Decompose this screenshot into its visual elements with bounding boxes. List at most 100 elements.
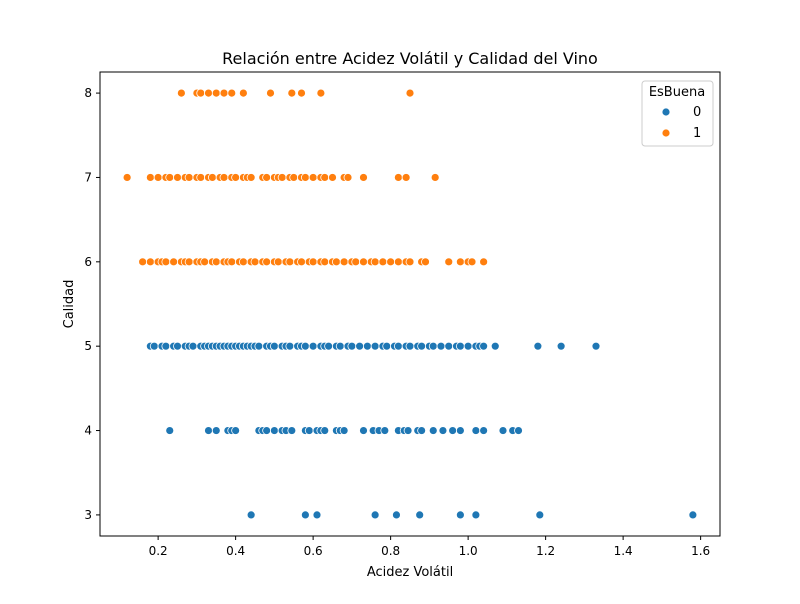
data-point	[300, 510, 310, 520]
data-point	[165, 173, 175, 182]
data-point	[339, 426, 349, 435]
data-point	[246, 173, 256, 182]
data-point	[490, 341, 500, 351]
data-point	[196, 88, 206, 98]
data-point	[455, 510, 465, 520]
data-point	[246, 510, 256, 520]
data-point	[231, 426, 241, 435]
data-point	[335, 341, 345, 351]
data-point	[188, 341, 198, 351]
plot-frame	[99, 71, 721, 537]
data-point	[287, 88, 297, 98]
data-point	[289, 173, 299, 182]
data-point	[153, 173, 163, 182]
data-point	[370, 257, 380, 267]
x-tick-label: 1.0	[459, 544, 478, 558]
data-point	[535, 510, 545, 520]
data-point	[591, 341, 601, 351]
data-point	[405, 341, 415, 351]
data-point	[169, 257, 179, 267]
data-point	[417, 426, 427, 435]
data-point	[297, 88, 306, 98]
data-point	[204, 426, 213, 435]
y-tick-label: 7	[84, 170, 92, 184]
data-point	[277, 173, 287, 182]
x-axis-label: Acidez Volátil	[367, 565, 453, 580]
data-point	[219, 173, 229, 182]
series-1	[122, 88, 489, 267]
data-point	[304, 426, 314, 435]
series-0	[145, 341, 698, 520]
x-tick-label: 0.8	[381, 544, 400, 558]
data-point	[362, 341, 372, 351]
legend-title: EsBuena	[649, 85, 705, 100]
data-point	[430, 173, 440, 182]
data-point	[415, 510, 425, 520]
data-point	[184, 257, 194, 267]
data-point	[219, 88, 229, 98]
data-point	[401, 173, 411, 182]
y-tick-label: 6	[84, 255, 92, 269]
data-point	[405, 257, 415, 267]
data-point	[498, 426, 508, 435]
data-point	[471, 426, 481, 435]
data-point	[145, 257, 155, 267]
data-point	[533, 341, 543, 351]
data-point	[227, 88, 237, 98]
data-point	[173, 341, 182, 351]
data-point	[300, 341, 310, 351]
y-tick-label: 5	[84, 339, 92, 353]
data-point	[227, 257, 237, 267]
data-point	[308, 257, 318, 267]
data-point	[184, 173, 194, 182]
data-point	[320, 173, 330, 182]
data-point	[231, 173, 241, 182]
data-point	[308, 173, 318, 182]
data-point	[455, 341, 465, 351]
data-point	[370, 510, 380, 520]
data-point	[262, 257, 272, 267]
data-point	[273, 257, 283, 267]
data-point	[262, 173, 272, 182]
data-point	[444, 341, 454, 351]
y-tick-label: 3	[84, 508, 92, 522]
data-point	[386, 257, 396, 267]
data-point	[207, 173, 217, 182]
y-axis-label: Calidad	[62, 280, 77, 329]
data-point	[211, 257, 221, 267]
data-point	[308, 341, 318, 351]
y-tick-label: 4	[84, 424, 92, 438]
data-point	[238, 88, 248, 98]
data-point	[324, 341, 334, 351]
data-point	[161, 257, 171, 267]
data-point	[393, 173, 403, 182]
data-point	[316, 88, 326, 98]
data-point	[122, 173, 132, 182]
data-point	[196, 173, 206, 182]
data-point	[444, 257, 454, 267]
data-point	[355, 341, 365, 351]
data-point	[312, 510, 322, 520]
data-point	[467, 257, 477, 267]
y-tick-label: 8	[84, 86, 92, 100]
legend-box	[641, 80, 714, 147]
data-point	[380, 426, 390, 435]
data-point	[266, 88, 275, 98]
data-point	[471, 510, 481, 520]
data-point	[328, 173, 337, 182]
data-point	[250, 257, 260, 267]
data-point	[448, 426, 458, 435]
data-point	[556, 341, 566, 351]
data-point	[455, 426, 465, 435]
data-point	[285, 257, 295, 267]
data-point	[463, 341, 473, 351]
data-point	[138, 257, 148, 267]
x-tick-label: 1.4	[614, 544, 633, 558]
data-point	[378, 257, 388, 267]
data-point	[173, 173, 182, 182]
data-point	[285, 341, 295, 351]
data-point	[300, 173, 310, 182]
x-tick-label: 0.4	[226, 544, 245, 558]
data-point	[688, 510, 698, 520]
points-layer	[122, 88, 698, 520]
